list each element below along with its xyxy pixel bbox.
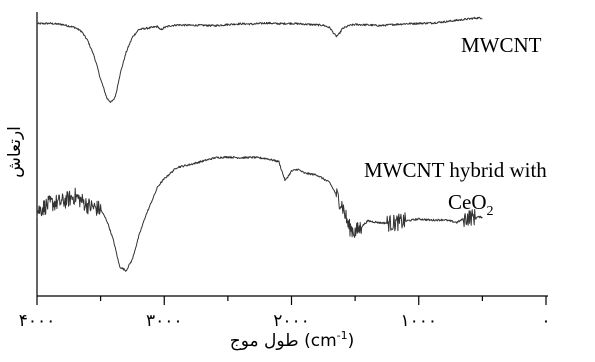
x-tick-labels: ۴۰۰۰ ۳۰۰۰ ۲۰۰۰ ۱۰۰۰ ۰ bbox=[19, 311, 551, 331]
series-line-mwcnt bbox=[36, 16, 483, 103]
x-tick-label: ۱۰۰۰ bbox=[400, 311, 437, 331]
x-axis-title-sup: -1 bbox=[337, 329, 348, 342]
series-label-hybrid-ceo: CeO bbox=[448, 190, 487, 214]
series-line-hybrid-ceo2 bbox=[36, 155, 483, 272]
x-tick-label: ۲۰۰۰ bbox=[273, 311, 310, 331]
series-label-hybrid-line2: CeO2 bbox=[448, 190, 494, 219]
series-label-mwcnt: MWCNT bbox=[461, 33, 542, 57]
y-axis-title: ارتعاش bbox=[5, 126, 25, 178]
axes bbox=[36, 12, 548, 297]
x-axis-title-main: طول موج bbox=[230, 331, 299, 351]
x-axis-title: طول موج (cm-1) bbox=[230, 329, 355, 351]
series-label-hybrid-subscript: 2 bbox=[487, 204, 494, 219]
series-label-hybrid-line1: MWCNT hybrid with bbox=[364, 158, 547, 182]
x-tick-label: ۳۰۰۰ bbox=[146, 311, 183, 331]
x-tick-label: ۰ bbox=[541, 311, 550, 331]
x-axis-title-open: (cm bbox=[304, 331, 337, 351]
x-axis-title-close: ) bbox=[348, 331, 355, 351]
x-tick-label: ۴۰۰۰ bbox=[19, 311, 56, 331]
series-traces bbox=[36, 16, 483, 272]
x-ticks bbox=[36, 296, 547, 305]
